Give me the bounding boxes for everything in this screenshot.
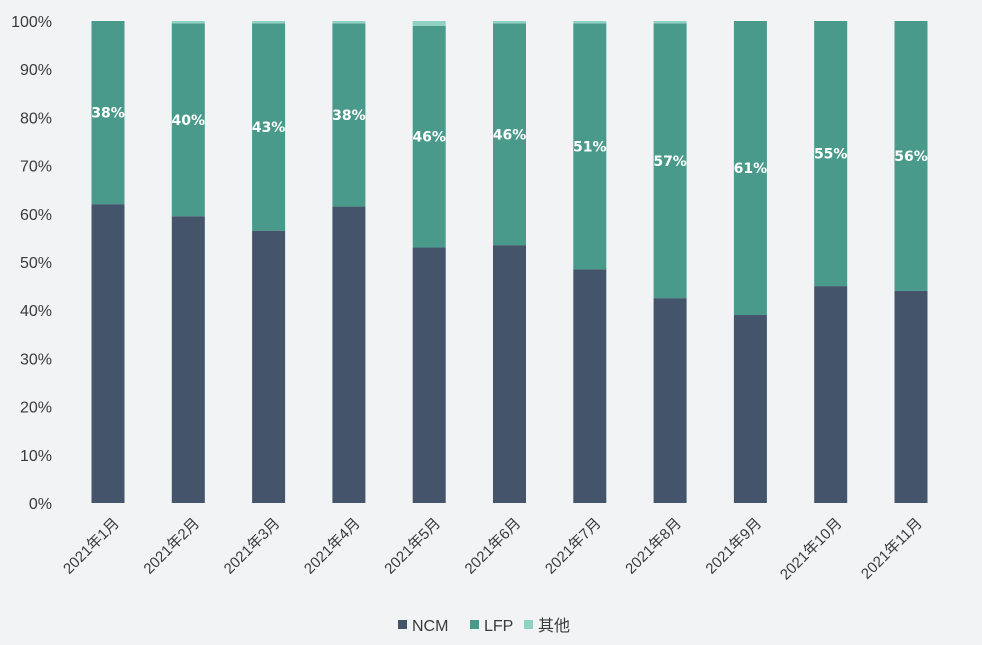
- legend-swatch: [398, 620, 407, 629]
- bars: 38% 40% 43% 38% 46% 46% 51% 57% 61% 55% 56%: [91, 21, 928, 504]
- y-tick-label: 40%: [20, 303, 52, 320]
- bar-segment: [91, 21, 125, 205]
- legend-item: NCM: [398, 618, 448, 635]
- x-tick-label: 2021年10月: [777, 515, 846, 584]
- bar-group: 57%: [653, 21, 687, 503]
- bar-segment: [171, 23, 205, 217]
- bar-segment: [412, 25, 446, 248]
- bar-segment: [252, 21, 286, 24]
- data-label: 46%: [412, 130, 446, 146]
- data-label: 61%: [734, 161, 768, 177]
- bar-group: 51%: [573, 21, 607, 503]
- bar-group: 55%: [814, 21, 848, 503]
- bar-segment: [493, 245, 526, 503]
- y-axis: 0% 10% 20% 30% 40% 50% 60% 70% 80% 90% 100%: [11, 14, 52, 513]
- x-tick-label: 2021年8月: [622, 515, 685, 578]
- data-label: 46%: [493, 127, 527, 143]
- bar-group: 38%: [332, 21, 366, 503]
- bar-group: 40%: [171, 21, 206, 503]
- y-tick-label: 0%: [29, 496, 52, 513]
- data-label: 57%: [653, 154, 687, 170]
- bar-segment: [814, 21, 848, 287]
- bar-segment: [332, 23, 366, 207]
- bar-segment: [412, 21, 446, 26]
- bar-segment: [171, 21, 205, 24]
- bar-group: 43%: [252, 21, 286, 504]
- bar-segment: [332, 206, 366, 503]
- y-tick-label: 90%: [20, 62, 52, 79]
- bar-segment: [733, 315, 767, 503]
- legend: NCM LFP 其他: [398, 617, 570, 635]
- x-tick-label: 2021年4月: [301, 515, 364, 578]
- legend-label: 其他: [538, 617, 570, 635]
- bar-segment: [412, 247, 446, 503]
- y-tick-label: 60%: [20, 207, 52, 224]
- y-tick-label: 10%: [20, 448, 52, 465]
- data-label: 56%: [894, 149, 928, 165]
- bar-segment: [573, 23, 607, 270]
- data-label: 40%: [172, 113, 206, 129]
- legend-item: LFP: [470, 618, 513, 635]
- bar-segment: [171, 216, 205, 503]
- bar-segment: [894, 290, 928, 503]
- x-tick-label: 2021年1月: [60, 515, 123, 578]
- x-tick-label: 2021年2月: [140, 515, 203, 578]
- bar-segment: [252, 23, 286, 231]
- legend-swatch: [524, 620, 533, 629]
- x-tick-label: 2021年5月: [381, 515, 444, 578]
- bar-segment: [332, 21, 366, 24]
- data-label: 51%: [573, 139, 607, 155]
- legend-label: NCM: [412, 618, 448, 635]
- bar-segment: [493, 21, 526, 24]
- legend-item: 其他: [524, 617, 570, 635]
- x-tick-label: 2021年7月: [542, 515, 605, 578]
- legend-label: LFP: [484, 618, 513, 635]
- data-label: 38%: [332, 108, 366, 124]
- data-label: 55%: [814, 147, 848, 163]
- bar-segment: [91, 204, 125, 503]
- bar-segment: [252, 230, 286, 504]
- y-tick-label: 50%: [20, 255, 52, 272]
- bar-segment: [733, 21, 767, 316]
- bar-group: 38%: [91, 21, 125, 503]
- bar-group: 56%: [894, 21, 928, 503]
- bar-segment: [653, 21, 687, 24]
- legend-swatch: [470, 620, 479, 629]
- bar-segment: [653, 298, 687, 503]
- bar-group: 46%: [493, 21, 527, 503]
- bar-segment: [653, 23, 687, 299]
- x-tick-label: 2021年9月: [702, 515, 765, 578]
- bar-segment: [894, 21, 928, 291]
- bar-segment: [573, 269, 607, 503]
- y-tick-label: 20%: [20, 400, 52, 417]
- data-label: 38%: [91, 106, 125, 122]
- bar-segment: [573, 21, 607, 24]
- y-tick-label: 30%: [20, 351, 52, 368]
- y-tick-label: 70%: [20, 159, 52, 176]
- y-tick-label: 80%: [20, 110, 52, 127]
- x-tick-label: 2021年6月: [462, 515, 525, 578]
- x-tick-label: 2021年11月: [858, 515, 926, 583]
- x-tick-label: 2021年3月: [221, 515, 284, 578]
- x-axis: 2021年1月 2021年2月 2021年3月 2021年4月 2021年5月 2021年…: [60, 515, 926, 584]
- y-tick-label: 100%: [11, 14, 52, 31]
- bar-group: 61%: [733, 21, 768, 503]
- bar-segment: [814, 286, 848, 503]
- data-label: 43%: [252, 120, 286, 136]
- bar-segment: [493, 23, 526, 246]
- bar-group: 46%: [412, 21, 446, 503]
